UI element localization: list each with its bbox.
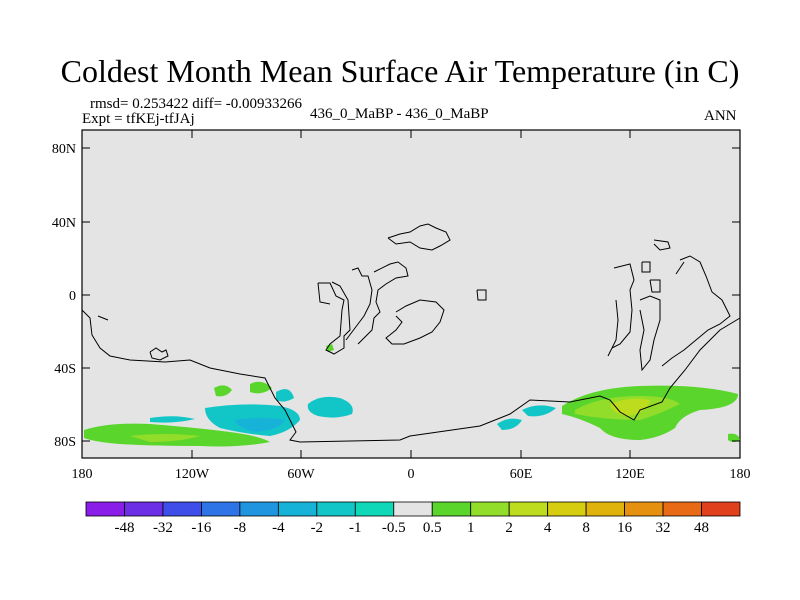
colorbar-label: 48 — [694, 520, 709, 536]
positive-anomaly-region — [250, 381, 272, 394]
colorbar-swatch — [393, 501, 433, 517]
colorbar-label: 0.5 — [423, 520, 442, 536]
lat-tick-label: 40S — [54, 362, 76, 377]
colorbar-swatch — [701, 501, 741, 517]
colorbar-swatch — [85, 501, 125, 517]
colorbar-label: 4 — [544, 520, 552, 536]
lat-tick-label: 40N — [52, 216, 76, 231]
coastlines — [81, 223, 741, 443]
plot-title: Coldest Month Mean Surface Air Temperatu… — [60, 53, 740, 89]
positive-anomaly-region — [728, 433, 740, 442]
colorbar-label: 1 — [467, 520, 475, 536]
colorbar-swatch — [201, 501, 241, 517]
colorbar-label: -48 — [114, 520, 134, 536]
lon-tick-label: 180 — [730, 467, 751, 482]
colorbar-label: 32 — [656, 520, 671, 536]
positive-anomaly-region — [326, 344, 334, 352]
colorbar-swatch — [162, 501, 202, 517]
lat-tick-label: 80N — [52, 142, 76, 157]
colorbar-swatch — [316, 501, 356, 517]
colorbar-swatch — [124, 501, 164, 517]
lon-tick-label: 60W — [287, 467, 315, 482]
colorbar-label: -4 — [272, 520, 285, 536]
colorbar-label: -2 — [311, 520, 324, 536]
colorbar-label: -0.5 — [382, 520, 406, 536]
lon-tick-label: 0 — [408, 467, 415, 482]
colorbar-label: 2 — [505, 520, 513, 536]
anomaly-fields — [84, 344, 740, 447]
colorbar-label: -8 — [234, 520, 247, 536]
negative-anomaly-region — [150, 416, 195, 423]
negative-anomaly-region — [497, 418, 522, 430]
lon-tick-label: 60E — [510, 467, 533, 482]
colorbar-label: -1 — [349, 520, 362, 536]
lon-tick-label: 180 — [72, 467, 93, 482]
positive-anomaly-region — [214, 385, 232, 397]
colorbar-swatch — [508, 501, 549, 517]
lat-tick-label: 80S — [54, 435, 76, 450]
colorbar-label: 16 — [617, 520, 633, 536]
colorbar: -48 -32 -16 -8 -4 -2 -1 -0.5 0.5 1 2 4 8 16 32 48 — [85, 501, 741, 536]
colorbar-swatch — [470, 501, 510, 517]
colorbar-swatch — [277, 501, 318, 517]
period-label: ANN — [704, 108, 737, 124]
colorbar-label: -16 — [191, 520, 211, 536]
negative-anomaly-region — [276, 389, 294, 402]
experiment-label: Expt = tfKEj-tfJAj — [82, 111, 195, 127]
stats-label: rmsd= 0.253422 diff= -0.00933266 — [90, 96, 303, 112]
colorbar-label: 8 — [582, 520, 590, 536]
colorbar-swatch — [624, 501, 664, 517]
colorbar-label: -32 — [153, 520, 173, 536]
comparison-label: 436_0_MaBP - 436_0_MaBP — [310, 106, 489, 122]
negative-anomaly-region — [522, 405, 556, 417]
colorbar-swatch — [662, 501, 702, 517]
colorbar-swatch — [431, 501, 472, 517]
lat-tick-label: 0 — [69, 289, 76, 304]
colorbar-swatch — [239, 501, 279, 517]
negative-anomaly-region — [307, 396, 353, 418]
colorbar-swatch — [585, 501, 625, 517]
colorbar-swatch — [547, 501, 587, 517]
negative-anomaly-region — [235, 418, 285, 432]
lon-tick-label: 120E — [615, 467, 645, 482]
lon-tick-label: 120W — [175, 467, 210, 482]
positive-anomaly-region — [130, 434, 200, 442]
axis-ticks — [81, 130, 741, 458]
colorbar-swatch — [354, 501, 395, 517]
